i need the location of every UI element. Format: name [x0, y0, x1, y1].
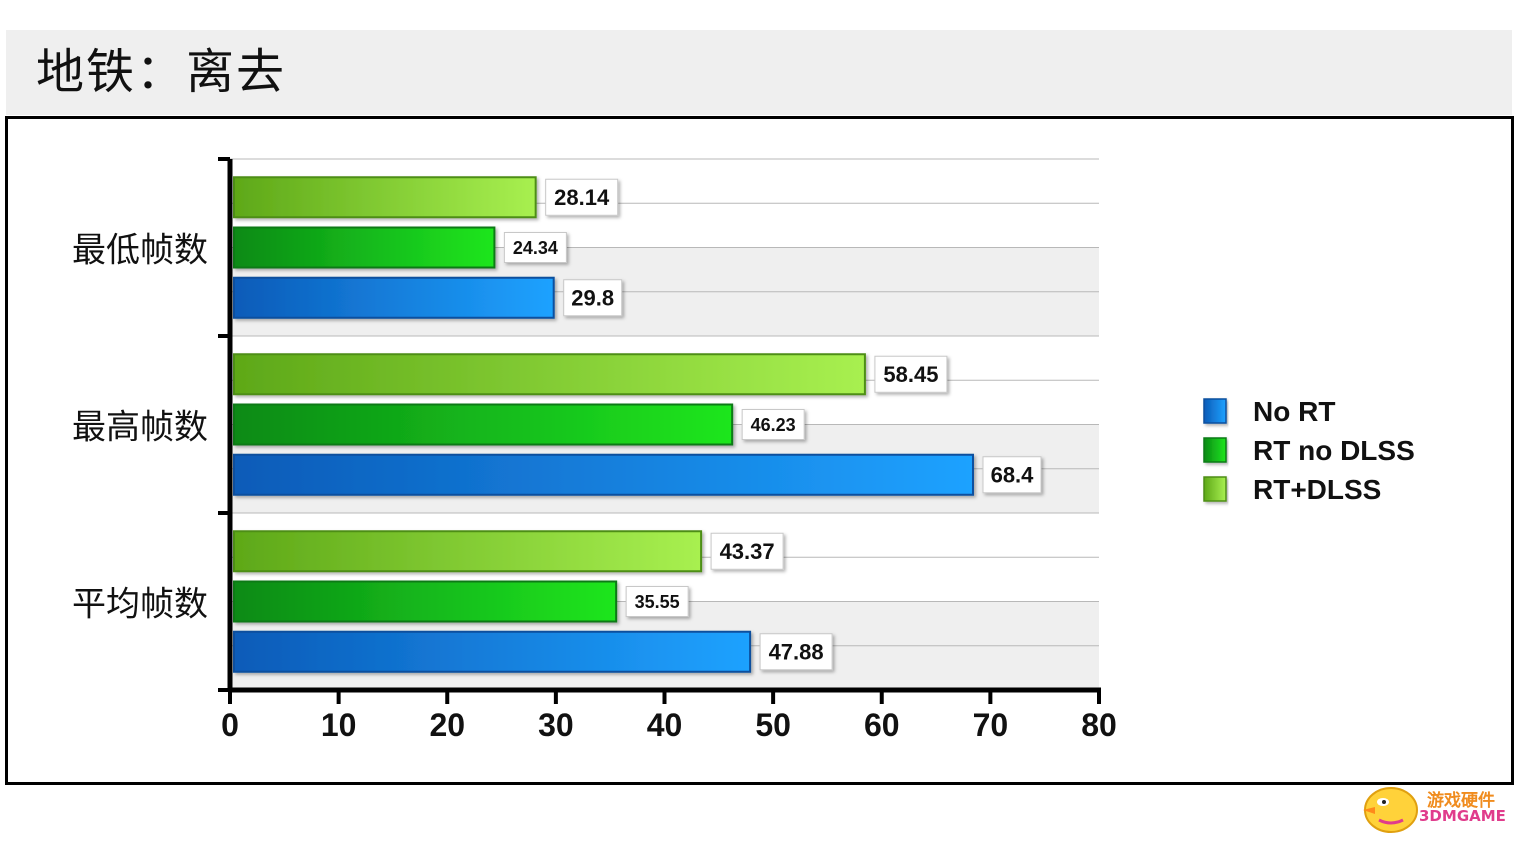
data-label-box [982, 456, 1042, 494]
x-tick-label: 50 [755, 707, 791, 743]
bar-rt-no-dlss [233, 580, 618, 623]
x-tick-label: 0 [221, 707, 239, 743]
legend-swatch [1203, 437, 1227, 463]
bar-chart: 28.14 24.34 29.8 58.45 46.23 68.4 43.37 35.55 47… [72, 157, 1415, 743]
data-label: 24.34 [513, 238, 558, 258]
legend-swatch [1203, 398, 1227, 424]
legend-swatch [1203, 476, 1227, 502]
data-label-box [503, 232, 567, 263]
x-tick-label: 10 [321, 707, 357, 743]
data-label-box [759, 633, 833, 671]
data-label-box [741, 409, 805, 440]
y-tick-label: 最低帧数 [72, 231, 208, 271]
data-label: 29.8 [571, 286, 614, 311]
data-label-box [545, 178, 619, 216]
bar-rt-dlss [233, 353, 866, 396]
y-tick-label: 平均帧数 [72, 585, 208, 625]
watermark-text-en: 3DMGAME [1419, 807, 1506, 825]
data-label: 47.88 [769, 640, 824, 665]
legend-label: RT no DLSS [1253, 435, 1415, 466]
data-label: 35.55 [635, 592, 680, 612]
bar-rt-dlss [233, 176, 537, 219]
data-label-box [874, 355, 948, 393]
bar-no-rt [233, 276, 555, 319]
data-label: 46.23 [751, 415, 796, 435]
data-label: 43.37 [720, 539, 775, 564]
bar-rt-no-dlss [233, 403, 734, 446]
watermark-text-cn: 游戏硬件 [1427, 791, 1495, 811]
bar-no-rt [233, 630, 752, 673]
data-label: 68.4 [991, 463, 1035, 488]
x-tick-label: 40 [647, 707, 683, 743]
x-tick-label: 70 [973, 707, 1009, 743]
data-label-box [563, 279, 623, 317]
data-label: 28.14 [554, 185, 610, 210]
bar-no-rt [233, 453, 974, 496]
bar-rt-dlss [233, 530, 703, 573]
x-tick-label: 60 [864, 707, 900, 743]
data-label-box [625, 586, 689, 617]
y-tick-label: 最高帧数 [72, 408, 208, 448]
duck-mascot-icon [1363, 787, 1418, 833]
data-label-box [710, 532, 784, 570]
x-tick-label: 20 [429, 707, 465, 743]
x-tick-label: 30 [538, 707, 574, 743]
legend-label: No RT [1253, 396, 1335, 427]
data-label: 58.45 [883, 362, 938, 387]
chart-frame: 28.14 24.34 29.8 58.45 46.23 68.4 43.37 35.55 47… [5, 116, 1514, 785]
watermark-logo: 游戏硬件 3DMGAME [1355, 780, 1506, 836]
page-title: 地铁：离去 [36, 44, 287, 100]
bar-rt-no-dlss [233, 226, 496, 269]
x-tick-label: 80 [1081, 707, 1117, 743]
legend-label: RT+DLSS [1253, 474, 1381, 505]
title-band: 地铁：离去 [6, 30, 1512, 115]
